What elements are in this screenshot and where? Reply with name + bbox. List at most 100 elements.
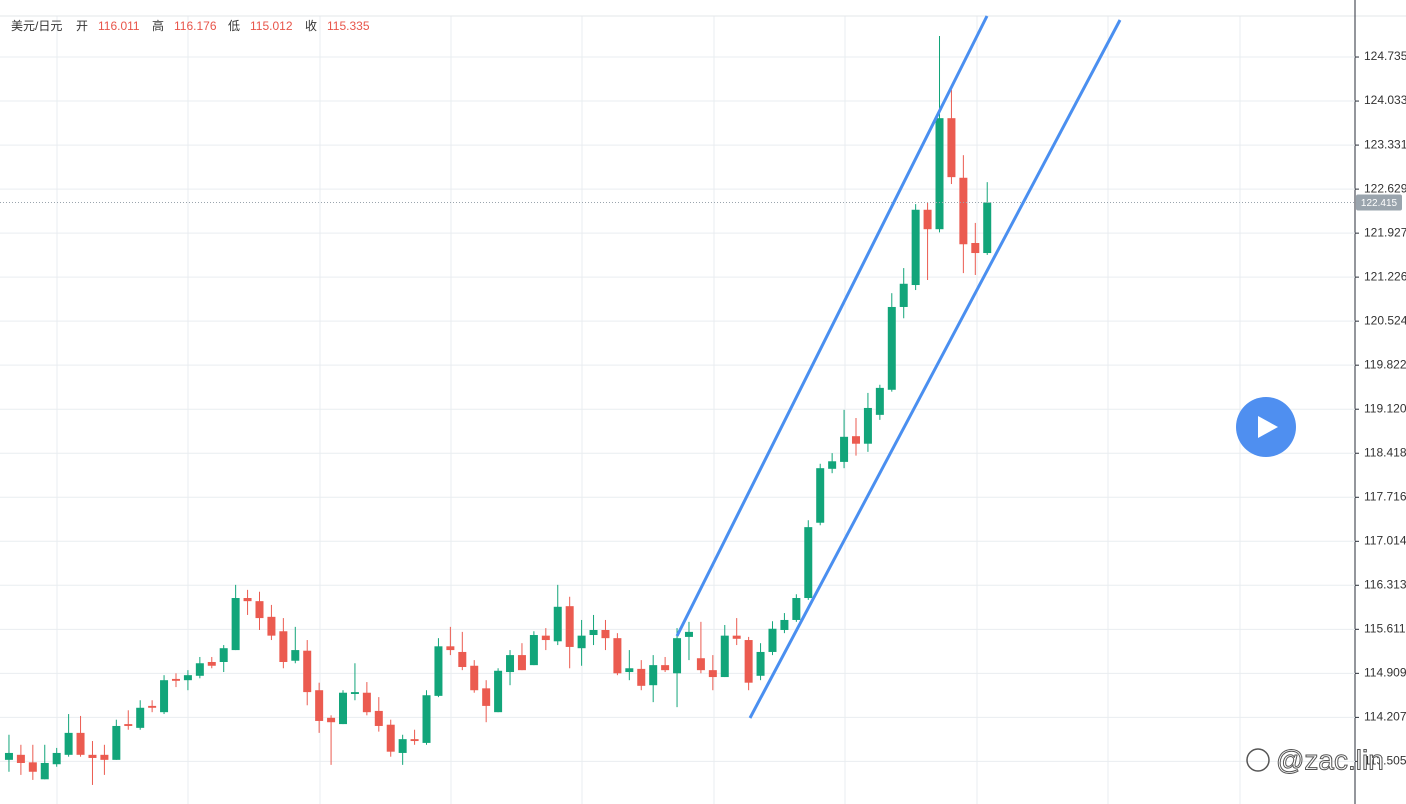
candle-body bbox=[971, 242, 980, 254]
candle-body bbox=[195, 663, 204, 676]
candle-body bbox=[983, 202, 992, 254]
watermark-icon bbox=[1246, 748, 1270, 772]
candle-body bbox=[315, 690, 324, 721]
candle-body bbox=[768, 628, 777, 652]
candle-body bbox=[923, 209, 932, 230]
candle-body bbox=[303, 650, 312, 693]
candle-body bbox=[875, 387, 884, 415]
candle-body bbox=[124, 724, 133, 726]
candle-body bbox=[792, 598, 801, 620]
candle-body bbox=[601, 630, 610, 639]
trend-line bbox=[748, 19, 1122, 719]
ohlc-label: 收 bbox=[305, 19, 317, 33]
candle-body bbox=[565, 606, 574, 647]
candle-body bbox=[804, 527, 813, 599]
candle-body bbox=[625, 668, 634, 673]
watermark: @zac.lin bbox=[1246, 744, 1384, 776]
candle-body bbox=[959, 177, 968, 245]
y-tick-label: 119.822 bbox=[1364, 357, 1406, 371]
candle-body bbox=[267, 616, 276, 636]
candle-body bbox=[494, 670, 503, 713]
candle-body bbox=[684, 631, 693, 637]
candle-body bbox=[696, 658, 705, 671]
y-tick-label: 115.611 bbox=[1364, 621, 1406, 635]
candle-body bbox=[386, 724, 395, 752]
y-tick-label: 114.909 bbox=[1364, 666, 1406, 680]
candle-body bbox=[637, 668, 646, 686]
candle-body bbox=[708, 670, 717, 678]
ohlc-value: 115.012 bbox=[250, 19, 293, 33]
ohlc-value: 115.335 bbox=[327, 19, 370, 33]
candle-body bbox=[756, 651, 765, 676]
candle-body bbox=[207, 661, 216, 666]
candle-body bbox=[255, 601, 264, 619]
candle-body bbox=[243, 598, 252, 602]
y-tick-label: 117.014 bbox=[1364, 533, 1406, 547]
candle-body bbox=[398, 739, 407, 753]
pair-name: 美元/日元 bbox=[11, 19, 62, 33]
candle-body bbox=[911, 209, 920, 286]
time-grid bbox=[56, 16, 1241, 804]
candle-body bbox=[613, 638, 622, 674]
candle-body bbox=[482, 688, 491, 706]
candle-body bbox=[470, 665, 479, 691]
last-price-box bbox=[1356, 194, 1402, 211]
candle-body bbox=[52, 752, 61, 765]
candle-body bbox=[899, 283, 908, 307]
candle-body bbox=[851, 436, 860, 444]
candle-body bbox=[458, 651, 467, 668]
y-tick-label: 122.629 bbox=[1364, 181, 1406, 195]
y-tick-label: 119.120 bbox=[1364, 401, 1406, 415]
y-tick-label: 116.313 bbox=[1364, 577, 1406, 591]
watermark-text: @zac.lin bbox=[1276, 744, 1384, 775]
candle-body bbox=[744, 640, 753, 683]
y-tick-label: 124.033 bbox=[1364, 93, 1406, 107]
candle-body bbox=[327, 717, 336, 723]
y-tick-label: 117.716 bbox=[1364, 489, 1406, 503]
y-tick-label: 114.207 bbox=[1364, 710, 1406, 724]
candle-body bbox=[76, 732, 85, 755]
ohlc-label: 低 bbox=[228, 19, 240, 33]
candle-body bbox=[863, 407, 872, 444]
candle-body bbox=[828, 461, 837, 469]
candle-body bbox=[28, 762, 37, 772]
candle-body bbox=[422, 695, 431, 743]
candle-body bbox=[577, 635, 586, 649]
candle-body bbox=[780, 619, 789, 631]
candle-body bbox=[935, 118, 944, 230]
candle-body bbox=[171, 678, 180, 681]
candle-body bbox=[183, 675, 192, 681]
play-icon[interactable] bbox=[1258, 416, 1278, 438]
candle-body bbox=[40, 762, 49, 780]
candle-body bbox=[506, 655, 515, 673]
candle-body bbox=[434, 646, 443, 696]
ohlc-label: 开 bbox=[76, 19, 88, 33]
candle-body bbox=[720, 635, 729, 678]
candle-body bbox=[100, 754, 109, 760]
candle-body bbox=[816, 468, 825, 523]
candle-body bbox=[589, 630, 598, 636]
candle-body bbox=[4, 752, 13, 760]
candle-body bbox=[553, 606, 562, 642]
candle-body bbox=[374, 710, 383, 726]
candle-body bbox=[840, 436, 849, 462]
candle-body bbox=[410, 739, 419, 742]
candle-body bbox=[446, 646, 455, 651]
candle-body bbox=[231, 598, 240, 651]
ohlc-value: 116.176 bbox=[174, 19, 217, 33]
ohlc-value: 116.011 bbox=[98, 19, 140, 33]
candle-body bbox=[339, 692, 348, 725]
play-button[interactable] bbox=[1236, 397, 1296, 457]
candle-body bbox=[136, 707, 145, 728]
candle-body bbox=[362, 692, 371, 713]
candle-body bbox=[219, 648, 228, 662]
ohlc-label: 高 bbox=[152, 18, 164, 33]
candle-body bbox=[148, 705, 157, 708]
candle-body bbox=[517, 655, 526, 671]
y-tick-label: 123.331 bbox=[1364, 137, 1406, 151]
last-price-label: 122.415 bbox=[1361, 198, 1398, 209]
candle-body bbox=[112, 725, 121, 760]
candle-body bbox=[88, 754, 97, 758]
candle-body bbox=[732, 635, 741, 639]
